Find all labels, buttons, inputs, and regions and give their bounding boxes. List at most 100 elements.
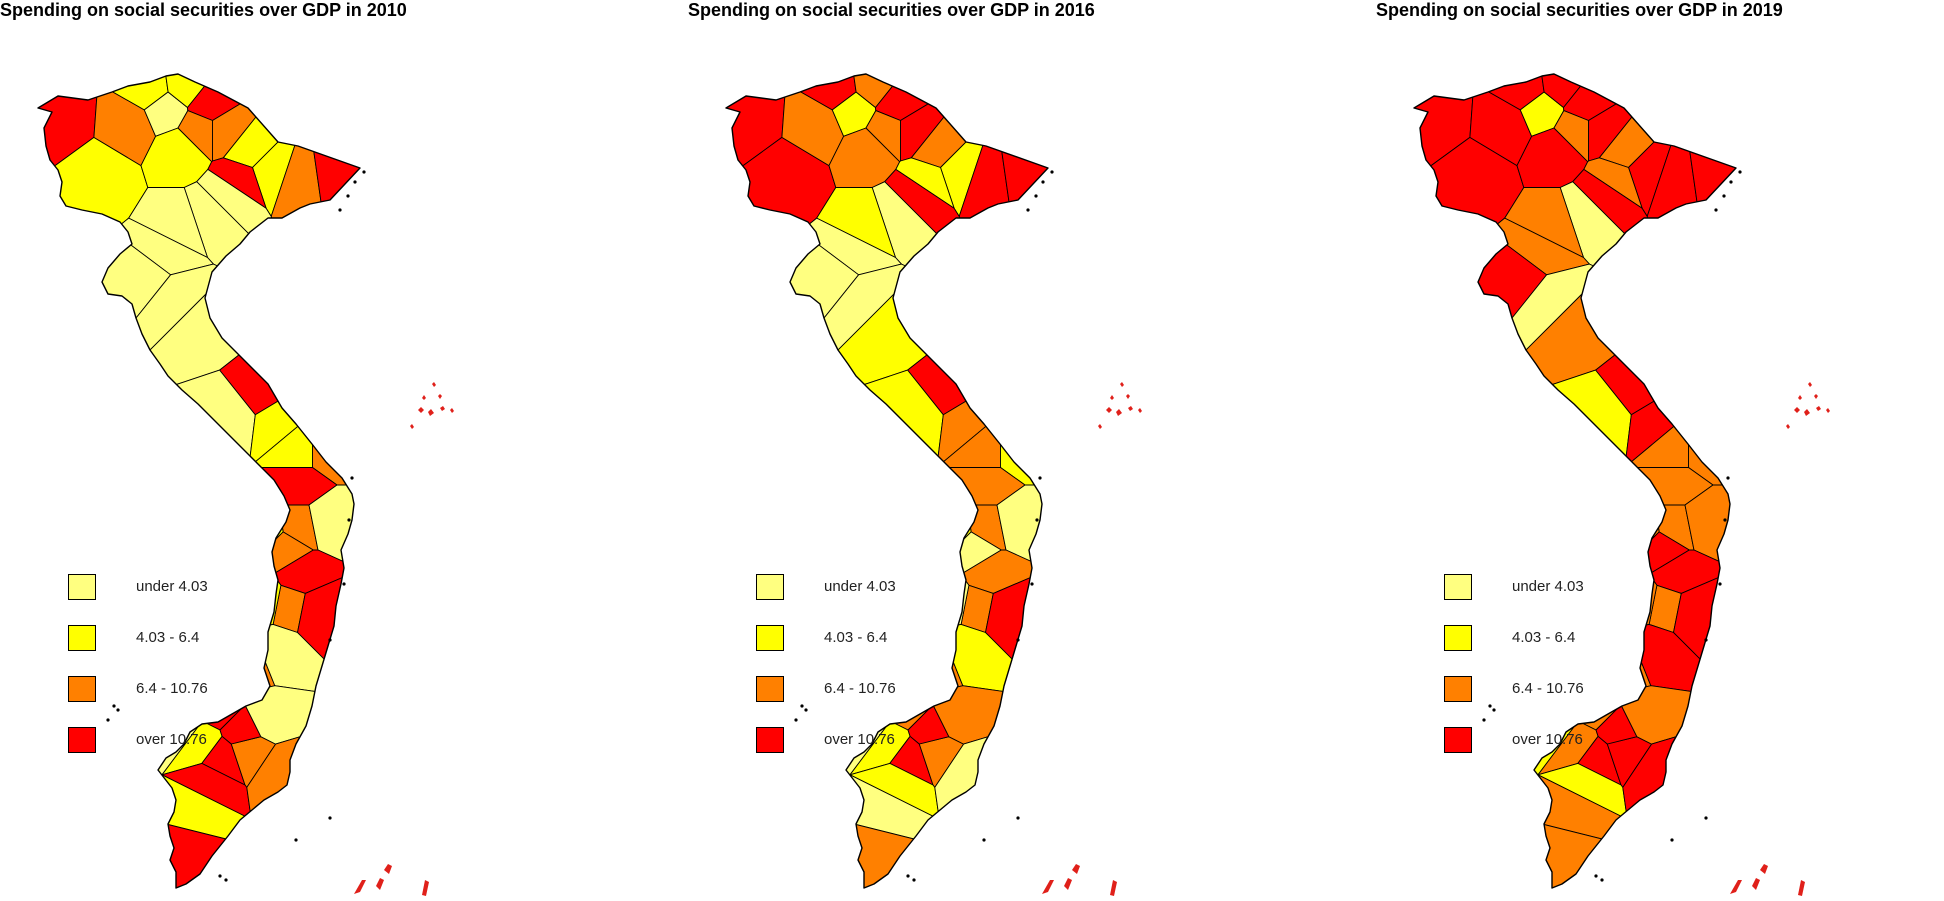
spratly-islands	[354, 880, 366, 894]
paracel-islands	[450, 408, 454, 413]
coastal-island	[1035, 518, 1039, 522]
province-region	[1414, 794, 1685, 888]
legend-label: under 4.03	[1512, 578, 1584, 595]
coastal-island	[800, 704, 804, 708]
legend-item-class-2: 4.03 - 6.4	[1444, 625, 1704, 653]
province-region	[38, 369, 256, 505]
coastal-island	[112, 704, 116, 708]
legend-swatch	[1444, 625, 1472, 651]
legend-label: over 10.76	[824, 731, 895, 748]
legend-swatch	[68, 727, 96, 753]
legend-label: 6.4 - 10.76	[1512, 680, 1584, 697]
coastal-island	[1050, 170, 1054, 174]
paracel-islands	[1808, 382, 1812, 387]
legend-swatch	[68, 574, 96, 600]
province-layer	[38, 74, 360, 888]
spratly-islands	[1730, 880, 1742, 894]
coastal-island	[1016, 816, 1020, 820]
coastal-island	[1729, 180, 1733, 184]
coastal-island	[1038, 476, 1042, 480]
coastal-island	[912, 878, 916, 882]
coastal-island	[116, 708, 120, 712]
province-region	[1550, 474, 1660, 552]
province-region	[995, 74, 1048, 318]
province-region	[219, 293, 360, 416]
coastal-island	[1723, 518, 1727, 522]
choropleth-map-2010	[37, 73, 454, 896]
legend-label: under 4.03	[824, 578, 896, 595]
country-outline	[37, 73, 361, 889]
map-title-2010: Spending on social securities over GDP i…	[0, 0, 407, 20]
paracel-islands	[1826, 408, 1830, 413]
coastal-island	[224, 878, 228, 882]
province-region	[174, 474, 284, 552]
legend-label: over 10.76	[136, 731, 207, 748]
province-region	[307, 74, 360, 318]
country-outline	[725, 73, 1049, 889]
legend-item-class-2: 4.03 - 6.4	[68, 625, 328, 653]
coastal-island	[362, 170, 366, 174]
legend-label: over 10.76	[1512, 731, 1583, 748]
legend-item-class-2: 4.03 - 6.4	[756, 625, 1016, 653]
province-region	[1688, 314, 1736, 486]
province-region	[1595, 293, 1736, 416]
paracel-islands	[410, 424, 414, 429]
legend-swatch	[68, 676, 96, 702]
map-title-2016: Spending on social securities over GDP i…	[688, 0, 1095, 20]
spratly-islands	[1798, 880, 1805, 896]
legend-label: 4.03 - 6.4	[136, 629, 200, 646]
legend-label: 4.03 - 6.4	[1512, 629, 1576, 646]
spratly-islands	[1064, 878, 1072, 890]
choropleth-map-2016	[725, 73, 1142, 896]
coastal-island	[106, 718, 110, 722]
paracel-islands	[1794, 407, 1800, 413]
coastal-island	[328, 638, 332, 642]
coastal-island	[1738, 170, 1742, 174]
paracel-islands	[432, 382, 436, 387]
paracel-islands	[1786, 424, 1790, 429]
spratly-islands	[1760, 864, 1768, 874]
spratly-islands	[384, 864, 392, 874]
coastal-island	[294, 838, 298, 842]
coastal-island	[982, 838, 986, 842]
paracel-islands	[438, 394, 442, 399]
legend-label: 6.4 - 10.76	[136, 680, 208, 697]
province-region	[312, 314, 360, 486]
coastal-island	[338, 208, 342, 212]
coastal-island	[347, 518, 351, 522]
coastal-island	[342, 582, 346, 586]
legend-item-class-4: over 10.76	[756, 727, 1016, 755]
legend-swatch	[1444, 676, 1472, 702]
coastal-island	[1488, 704, 1492, 708]
map-panel-2016: Spending on social securities over GDP i…	[688, 0, 1336, 901]
coastal-island	[1726, 476, 1730, 480]
choropleth-map-2019	[1413, 73, 1830, 896]
paracel-islands	[418, 407, 424, 413]
legend-swatch	[68, 625, 96, 651]
province-region	[726, 369, 944, 505]
paracel-islands	[440, 406, 445, 411]
coastal-island	[218, 874, 222, 878]
legend-swatch	[756, 625, 784, 651]
paracel-islands	[1110, 395, 1114, 400]
legend-label: under 4.03	[136, 578, 208, 595]
coastal-island	[328, 816, 332, 820]
coastal-island	[353, 180, 357, 184]
coastal-island	[1034, 194, 1038, 198]
coastal-island	[1718, 582, 1722, 586]
paracel-islands	[1126, 394, 1130, 399]
coastal-island	[1492, 708, 1496, 712]
legend-item-class-1: under 4.03	[68, 574, 328, 602]
map-panel-2010: Spending on social securities over GDP i…	[0, 0, 648, 901]
coastal-island	[1600, 878, 1604, 882]
province-region	[958, 109, 1024, 299]
province-region	[1414, 369, 1632, 505]
province-region	[1646, 109, 1712, 299]
legend-item-class-3: 6.4 - 10.76	[1444, 676, 1704, 704]
paracel-islands	[1116, 409, 1122, 416]
coastal-island	[1030, 582, 1034, 586]
legend-swatch	[756, 727, 784, 753]
paracel-islands	[1120, 382, 1124, 387]
province-region	[270, 109, 336, 299]
coastal-island	[350, 476, 354, 480]
